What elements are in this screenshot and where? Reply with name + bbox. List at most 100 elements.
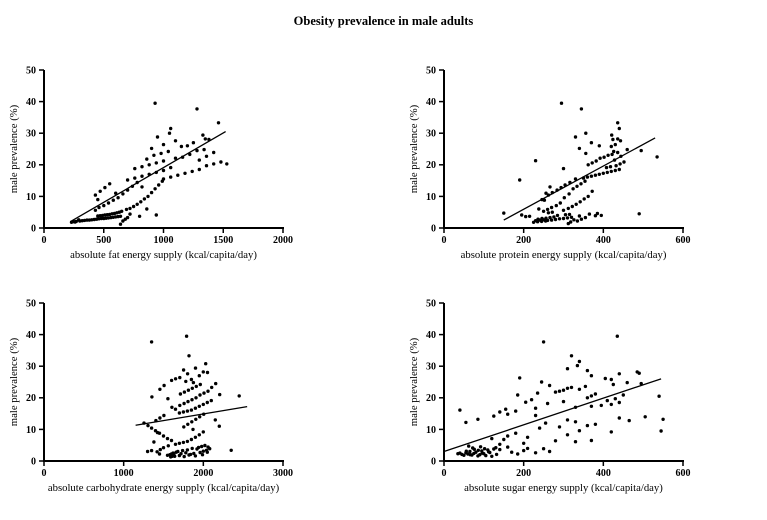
data-point (525, 435, 530, 439)
data-point (498, 410, 502, 414)
data-point (595, 211, 600, 216)
data-point (203, 443, 207, 448)
data-point (183, 171, 187, 175)
data-point (468, 453, 472, 457)
data-point (131, 204, 136, 209)
data-point (158, 416, 162, 420)
figure-title: Obesity prevalence in male adults (293, 14, 474, 28)
data-point (166, 444, 170, 448)
data-point (617, 372, 621, 376)
data-point (579, 182, 583, 186)
data-point (468, 449, 472, 454)
data-point (188, 452, 193, 457)
data-point (566, 206, 570, 211)
data-point (522, 448, 526, 453)
data-point (602, 155, 606, 159)
data-point (506, 434, 510, 438)
data-point (166, 397, 170, 401)
data-points (142, 334, 241, 459)
data-point (161, 159, 166, 163)
data-point (533, 451, 538, 455)
data-point (166, 149, 170, 154)
data-point (478, 453, 482, 457)
x-tick-label: 3000 (273, 468, 293, 479)
data-point (206, 389, 210, 393)
y-tick-label: 50 (26, 65, 36, 76)
data-point (559, 101, 564, 105)
x-axis-label: absolute carbohydrate energy supply (kca… (48, 482, 280, 494)
data-point (197, 158, 201, 162)
data-point (154, 161, 158, 165)
data-point (567, 192, 571, 196)
data-point (618, 162, 622, 166)
data-point (563, 213, 568, 217)
data-point (155, 135, 160, 139)
data-point (195, 148, 199, 153)
data-point (593, 392, 598, 396)
x-tick-label: 600 (676, 468, 691, 479)
data-point (145, 157, 149, 161)
y-tick-label: 50 (426, 298, 436, 309)
data-point (589, 174, 594, 178)
scatter-plot-carbohydrate-canvas: 0 10 20 30 40 50 0 1000 2000 3000 absolute carbohy… (8, 298, 293, 494)
data-point (579, 217, 584, 221)
data-point (106, 201, 111, 205)
data-point (574, 202, 578, 206)
data-point (535, 391, 540, 395)
data-point (145, 449, 150, 454)
data-point (590, 161, 594, 165)
data-point (172, 453, 176, 457)
data-point (149, 190, 154, 195)
data-point (605, 170, 609, 175)
data-point (553, 390, 558, 394)
data-point (173, 407, 178, 411)
data-point (197, 167, 201, 172)
data-point (193, 406, 198, 410)
data-point (149, 426, 154, 430)
data-point (464, 420, 468, 425)
y-tick-label: 0 (31, 456, 36, 467)
data-point (140, 185, 144, 189)
data-point (135, 202, 139, 206)
data-point (467, 444, 471, 448)
data-point (77, 218, 81, 222)
data-point (147, 163, 151, 167)
data-point (212, 150, 216, 155)
data-point (178, 375, 182, 380)
scatter-plot-carbohydrate: 0 10 20 30 40 50 0 1000 2000 3000 absolute carbohy… (8, 288, 308, 520)
data-point (544, 191, 548, 195)
data-point (613, 397, 617, 401)
data-point (210, 385, 214, 390)
data-point (149, 340, 154, 344)
data-point (111, 198, 116, 202)
x-axis-label: absolute fat energy supply (kcal/capita/… (70, 249, 257, 261)
data-point (518, 376, 522, 380)
data-point (490, 436, 494, 441)
data-point (237, 394, 241, 398)
data-point (124, 207, 129, 212)
data-point (571, 187, 575, 191)
data-point (582, 197, 586, 201)
data-point (464, 449, 468, 453)
data-point (561, 216, 566, 221)
data-point (550, 210, 554, 214)
data-point (561, 166, 566, 171)
data-point (108, 182, 112, 186)
data-point (191, 141, 196, 145)
data-point (149, 146, 154, 151)
data-point (205, 450, 209, 454)
data-point (541, 447, 546, 451)
data-point (120, 209, 124, 213)
data-point (589, 404, 594, 408)
y-tick-label: 10 (26, 192, 36, 203)
data-point (152, 153, 156, 157)
data-point (184, 379, 188, 384)
data-point (201, 402, 205, 407)
data-point (102, 203, 106, 208)
data-point (552, 215, 556, 219)
data-point (577, 359, 582, 364)
data-point (606, 153, 610, 157)
data-point (555, 213, 560, 218)
data-point (225, 162, 229, 166)
trend-line (135, 406, 248, 426)
